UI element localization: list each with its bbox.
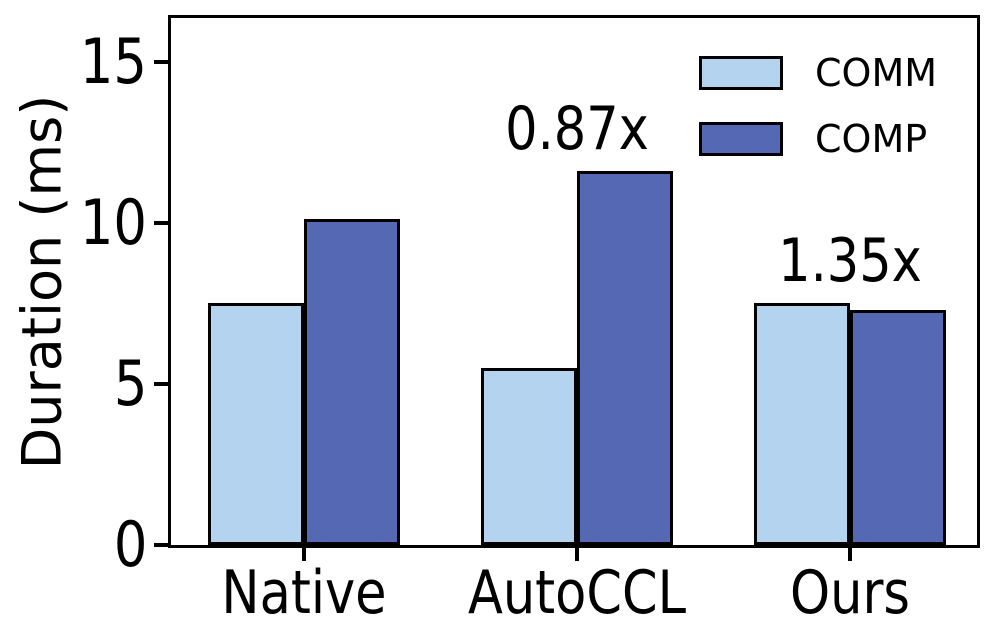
- x-tick-mark-native: [302, 548, 306, 561]
- legend-swatch-comm: [699, 56, 783, 90]
- legend-entry-comp: COMP: [699, 120, 937, 158]
- x-tick-label-autoccl: AutoCCL: [467, 558, 687, 628]
- legend-swatch-comp: [699, 122, 783, 156]
- y-axis-label: Duration (ms): [10, 94, 74, 470]
- annotation-ours: 1.35x: [778, 226, 922, 297]
- y-tick-label-15: 15: [79, 24, 147, 98]
- x-tick-label-ours: Ours: [789, 558, 911, 628]
- y-tick-mark-10: [154, 220, 168, 225]
- plot-area: COMM COMP 0 5 10 15 Native AutoCCL Ours 0.87x 1.…: [80, 15, 980, 623]
- x-tick-mark-autoccl: [575, 548, 579, 561]
- bar-autoccl-comp: [577, 171, 673, 545]
- legend: COMM COMP: [699, 54, 937, 158]
- x-tick-label-native: Native: [221, 558, 387, 628]
- bar-ours-comp: [850, 309, 946, 545]
- y-tick-mark-0: [154, 543, 168, 547]
- y-tick-label-5: 5: [113, 346, 147, 420]
- bar-autoccl-comm: [481, 367, 577, 545]
- y-tick-mark-5: [154, 381, 168, 386]
- x-tick-mark-ours: [848, 548, 852, 561]
- y-tick-mark-15: [154, 59, 168, 64]
- annotation-autoccl: 0.87x: [505, 94, 649, 165]
- y-tick-label-0: 0: [113, 508, 147, 581]
- legend-label-comp: COMP: [815, 117, 928, 161]
- legend-label-comm: COMM: [815, 51, 938, 95]
- y-tick-label-10: 10: [79, 185, 147, 259]
- bar-ours-comm: [754, 303, 850, 545]
- bar-native-comp: [304, 219, 400, 545]
- legend-entry-comm: COMM: [699, 54, 937, 92]
- bar-native-comm: [208, 303, 304, 545]
